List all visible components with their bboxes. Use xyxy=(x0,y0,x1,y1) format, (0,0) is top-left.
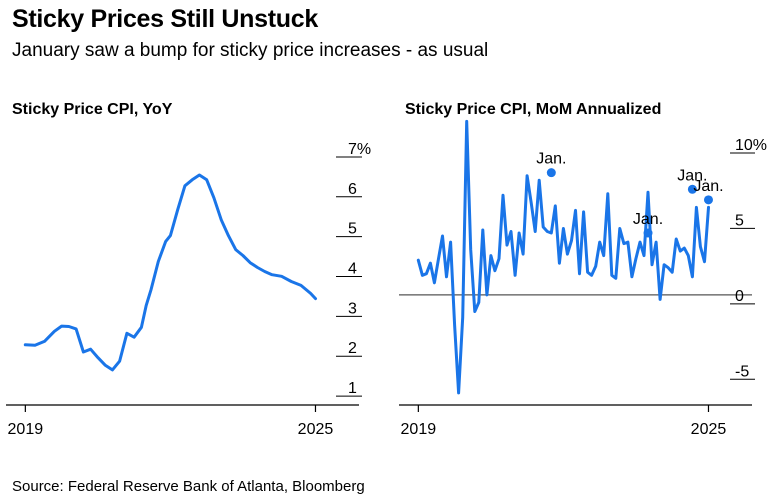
mom-marker-2 xyxy=(687,184,697,194)
mom-marker-label-0: Jan. xyxy=(536,151,566,168)
yoy-y-tick-label-6: 7% xyxy=(348,141,371,158)
yoy-x-tick-label-1: 2025 xyxy=(298,421,334,438)
yoy-series-line-0 xyxy=(23,173,317,372)
chart-yoy: 2019 2025 1 2 3 4 5 6 7% xyxy=(6,141,371,438)
yoy-y-tick-label-5: 6 xyxy=(348,181,357,198)
panel-title-mom: Sticky Price CPI, MoM Annualized xyxy=(405,101,662,118)
source-note: Source: Federal Reserve Bank of Atlanta,… xyxy=(12,478,365,495)
yoy-y-tick-label-0: 1 xyxy=(348,380,357,397)
mom-y-tick-label-2: 5 xyxy=(735,212,744,229)
yoy-y-tick-label-4: 5 xyxy=(348,221,357,238)
mom-marker-label-1: Jan. xyxy=(633,211,663,228)
yoy-y-tick-label-3: 4 xyxy=(348,261,357,278)
mom-marker-3 xyxy=(703,195,713,205)
panel-title-yoy: Sticky Price CPI, YoY xyxy=(12,101,173,118)
mom-x-tick-label-1: 2025 xyxy=(691,421,727,438)
mom-marker-1 xyxy=(643,228,653,238)
chart-subtitle: January saw a bump for sticky price incr… xyxy=(12,40,489,61)
mom-x-tick-label-0: 2019 xyxy=(401,421,437,438)
yoy-y-tick-label-1: 2 xyxy=(348,340,357,357)
mom-y-tick-label-0: -5 xyxy=(735,363,749,380)
chart-title: Sticky Prices Still Unstuck xyxy=(12,5,318,33)
mom-marker-label-2: Jan. xyxy=(677,167,707,184)
mom-marker-label-3: Jan. xyxy=(693,178,723,195)
mom-y-tick-label-1: 0 xyxy=(735,288,744,305)
mom-marker-0 xyxy=(546,168,556,178)
yoy-y-tick-label-2: 3 xyxy=(348,300,357,317)
yoy-x-tick-label-0: 2019 xyxy=(8,421,44,438)
mom-y-tick-label-3: 10% xyxy=(735,137,767,154)
mom-series-line-0 xyxy=(416,119,710,395)
